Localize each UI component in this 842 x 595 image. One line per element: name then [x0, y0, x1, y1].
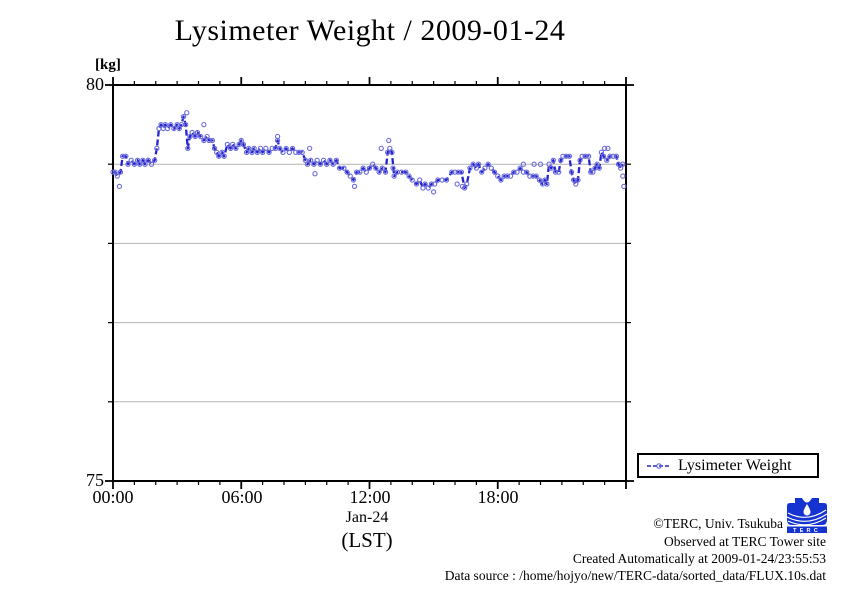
y-axis-unit-label: [kg]: [95, 57, 121, 73]
x-tick-label-1800: 18:00: [477, 487, 519, 507]
data-source-text: Data source : /home/hojyo/new/TERC-data/…: [444, 568, 826, 583]
y-tick-label-80: 80: [86, 74, 104, 94]
legend-line-marker-icon: [647, 462, 671, 469]
legend-box: Lysimeter Weight: [637, 453, 819, 478]
x-tick-label-0600: 06:00: [221, 487, 263, 507]
observed-site-text: Observed at TERC Tower site: [663, 534, 826, 549]
x-axis-date-label: Jan-24: [345, 509, 389, 526]
copyright-text: ©TERC, Univ. Tsukuba: [653, 516, 783, 531]
created-at-text: Created Automatically at 2009-01-24/23:5…: [572, 551, 826, 566]
y-tick-label-75: 75: [86, 470, 104, 490]
chart-title: Lysimeter Weight / 2009-01-24: [174, 14, 566, 47]
legend-label: Lysimeter Weight: [678, 456, 792, 474]
x-tick-label-0000: 00:00: [92, 487, 134, 507]
x-tick-label-1200: 12:00: [349, 487, 391, 507]
terc-logo: TERC: [786, 498, 828, 533]
terc-logo-text: TERC: [793, 528, 821, 533]
x-axis-timezone-label: (LST): [341, 528, 393, 552]
